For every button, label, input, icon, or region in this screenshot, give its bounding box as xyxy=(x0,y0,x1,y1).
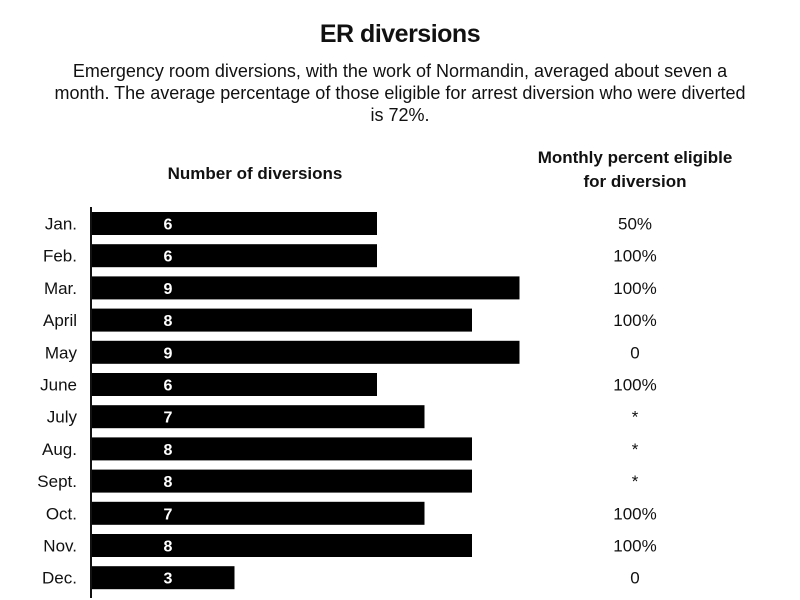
chart-subtitle: Emergency room diversions, with the work… xyxy=(54,61,746,125)
month-label: May xyxy=(45,343,78,362)
percent-column-header: Monthly percent eligible for diversion xyxy=(520,146,750,194)
bar xyxy=(92,340,520,364)
bar xyxy=(92,212,377,235)
bar xyxy=(92,534,472,557)
month-label: Feb. xyxy=(43,247,77,266)
percent-eligible-label: 100% xyxy=(613,376,656,395)
bar-value-label: 9 xyxy=(164,281,173,298)
bar-value-label: 7 xyxy=(164,506,173,523)
bar-value-label: 9 xyxy=(164,345,173,362)
bar xyxy=(92,276,520,300)
bar xyxy=(92,244,377,268)
month-label: July xyxy=(47,408,78,427)
bar-value-label: 6 xyxy=(164,378,173,395)
month-label: Jan. xyxy=(45,215,77,234)
bar xyxy=(92,437,472,461)
bar-value-label: 8 xyxy=(164,539,173,556)
bar xyxy=(92,501,425,525)
month-label: June xyxy=(40,376,77,395)
percent-eligible-label: * xyxy=(632,472,639,491)
bar-value-label: 8 xyxy=(164,442,173,459)
bar-value-label: 8 xyxy=(164,474,173,491)
month-label: April xyxy=(43,311,77,330)
bar xyxy=(92,469,472,493)
month-label: Oct. xyxy=(46,504,77,523)
month-label: Sept. xyxy=(37,472,77,491)
month-label: Aug. xyxy=(42,440,77,459)
percent-eligible-label: 100% xyxy=(613,279,656,298)
percent-eligible-label: 100% xyxy=(613,537,656,556)
percent-eligible-label: 0 xyxy=(630,569,639,588)
bar xyxy=(92,308,472,332)
bar-value-label: 6 xyxy=(164,249,173,266)
month-label: Mar. xyxy=(44,279,77,298)
percent-eligible-label: * xyxy=(632,440,639,459)
bar-column-header: Number of diversions xyxy=(167,164,343,183)
bar xyxy=(92,373,377,396)
percent-column-header-line2: for diversion xyxy=(583,172,687,191)
bar xyxy=(92,405,425,429)
percent-eligible-label: 100% xyxy=(613,311,656,330)
percent-eligible-label: * xyxy=(632,408,639,427)
bar-value-label: 3 xyxy=(164,571,173,588)
percent-column-header-line1: Monthly percent eligible xyxy=(537,148,733,167)
bar xyxy=(92,566,235,590)
chart-title: ER diversions xyxy=(319,20,481,48)
month-label: Dec. xyxy=(42,569,77,588)
percent-eligible-label: 0 xyxy=(630,343,639,362)
bar-value-label: 8 xyxy=(164,313,173,330)
bar-value-label: 6 xyxy=(164,217,173,234)
month-label: Nov. xyxy=(43,537,77,556)
bar-value-label: 7 xyxy=(164,410,173,427)
percent-eligible-label: 100% xyxy=(613,247,656,266)
percent-eligible-label: 50% xyxy=(618,215,652,234)
percent-eligible-label: 100% xyxy=(613,504,656,523)
